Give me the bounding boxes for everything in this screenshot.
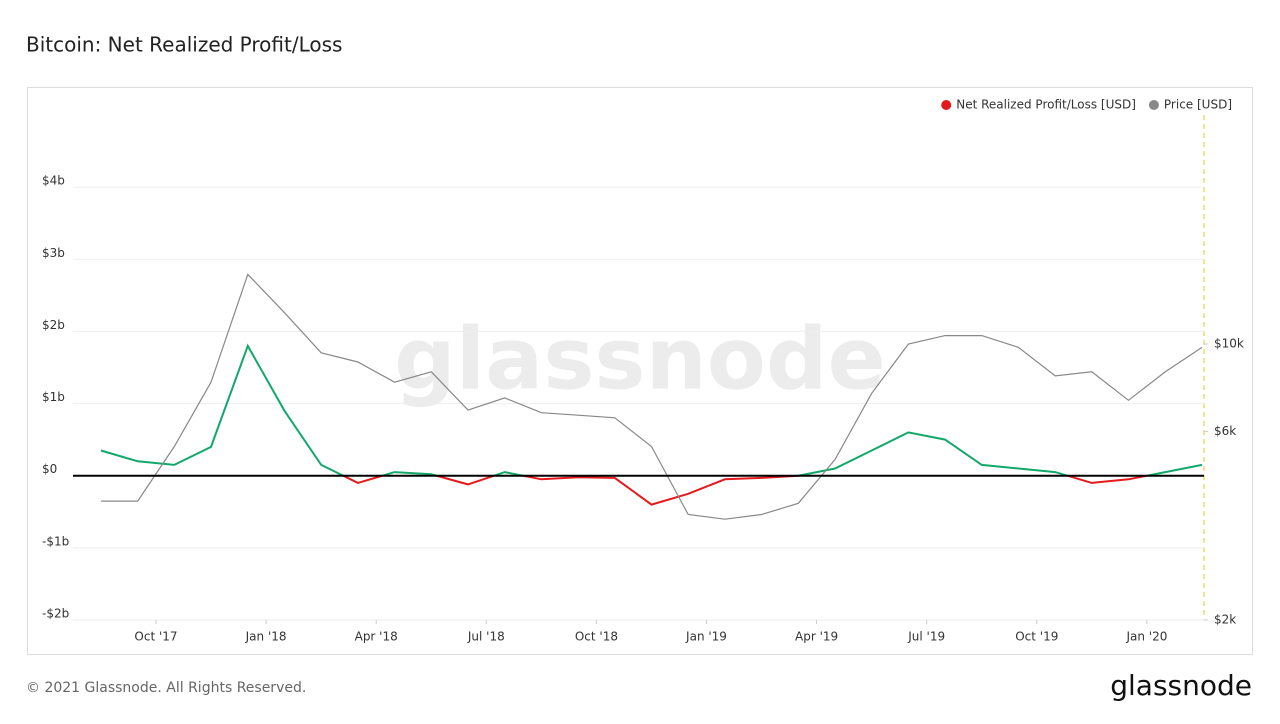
x-tick-label: Apr '19 [795, 630, 838, 644]
y-tick-label: $4b [42, 174, 65, 188]
x-tick-label: Oct '18 [575, 630, 618, 644]
footer: © 2021 Glassnode. All Rights Reserved. [26, 680, 306, 696]
y-tick-label: $3b [42, 246, 65, 260]
y2-tick-label: $2k [1214, 613, 1236, 627]
x-tick-label: Jul '19 [907, 630, 945, 644]
y-tick-label: $1b [42, 390, 65, 404]
chart-title: Bitcoin: Net Realized Profit/Loss [26, 33, 342, 57]
y-tick-label: $0 [42, 462, 57, 476]
x-tick-label: Jan '19 [685, 630, 727, 644]
watermark: glassnode [394, 309, 886, 409]
legend-label: Price [USD] [1164, 98, 1232, 112]
y-tick-label: -$2b [42, 607, 69, 621]
y-tick-label: $2b [42, 318, 65, 332]
x-tick-label: Oct '17 [134, 630, 177, 644]
price-line [100, 273, 1203, 520]
y-tick-label: -$1b [42, 534, 69, 548]
brand-logo: glassnode [1110, 669, 1252, 702]
legend-label: Net Realized Profit/Loss [USD] [956, 98, 1136, 112]
legend-marker [1148, 100, 1159, 110]
y2-tick-label: $10k [1214, 336, 1244, 350]
pl-line [100, 343, 1203, 506]
x-tick-label: Apr '18 [355, 630, 398, 644]
y2-tick-label: $6k [1214, 424, 1236, 438]
x-tick-label: Jan '20 [1125, 630, 1167, 644]
x-tick-label: Oct '19 [1015, 630, 1058, 644]
x-tick-label: Jan '18 [245, 630, 287, 644]
legend-marker [941, 100, 952, 110]
chart-frame [27, 87, 1253, 655]
x-tick-label: Jul '18 [467, 630, 505, 644]
